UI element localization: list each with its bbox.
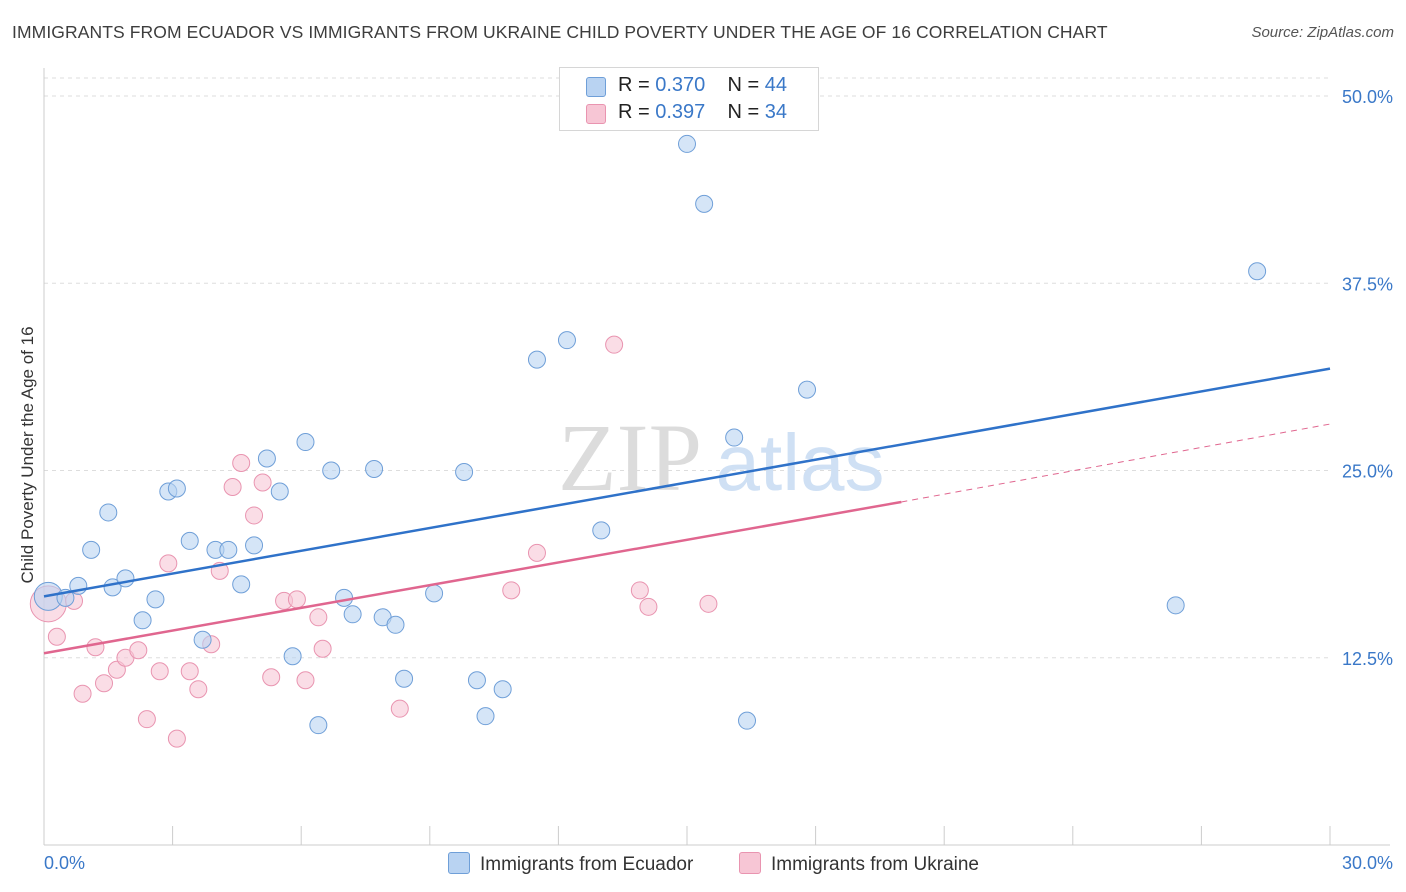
point-ukraine-24 bbox=[296, 671, 315, 690]
trend-line-ukraine-extension bbox=[901, 423, 1331, 503]
point-ukraine-18 bbox=[232, 454, 251, 473]
point-ukraine-17 bbox=[223, 477, 242, 496]
point-ukraine-21 bbox=[262, 668, 281, 687]
legend-swatch-ukraine bbox=[586, 104, 606, 124]
legend-text-ecuador: R = 0.370 N = 44 bbox=[618, 74, 788, 96]
point-ecuador-18 bbox=[270, 482, 289, 501]
bottom-legend-swatch-ukraine bbox=[739, 852, 761, 874]
point-ukraine-3 bbox=[73, 684, 92, 703]
point-ecuador-21 bbox=[309, 716, 328, 735]
chart-title: IMMIGRANTS FROM ECUADOR VS IMMIGRANTS FR… bbox=[12, 22, 1108, 42]
y-tick-label-0: 12.5% bbox=[1342, 649, 1393, 669]
point-ecuador-17 bbox=[257, 449, 276, 468]
point-ukraine-29 bbox=[527, 543, 546, 562]
point-ecuador-43 bbox=[1248, 262, 1267, 281]
bottom-legend-swatch-ecuador bbox=[448, 852, 470, 874]
point-ecuador-11 bbox=[180, 531, 199, 550]
point-ecuador-31 bbox=[467, 671, 486, 690]
point-ecuador-37 bbox=[678, 134, 696, 153]
watermark: ZIP atlas bbox=[558, 404, 884, 511]
x-tick-labels: 0.0% 30.0% bbox=[44, 853, 1393, 873]
point-ukraine-8 bbox=[129, 641, 148, 660]
point-ecuador-14 bbox=[219, 540, 238, 559]
point-ukraine-23 bbox=[287, 590, 306, 609]
point-ecuador-6 bbox=[116, 569, 135, 588]
point-ukraine-5 bbox=[95, 674, 114, 693]
point-ecuador-34 bbox=[527, 350, 546, 369]
series-ecuador-points bbox=[33, 134, 1267, 735]
point-ecuador-15 bbox=[232, 575, 251, 594]
point-ukraine-19 bbox=[245, 506, 264, 525]
bottom-legend-label-ukraine: Immigrants from Ukraine bbox=[771, 854, 979, 875]
point-ecuador-3 bbox=[82, 540, 101, 559]
bottom-legend-ukraine: Immigrants from Ukraine bbox=[739, 852, 979, 876]
point-ukraine-26 bbox=[313, 639, 332, 658]
legend: R = 0.370 N = 44 R = 0.397 N = 34 bbox=[559, 67, 819, 131]
point-ecuador-24 bbox=[343, 605, 362, 624]
point-ecuador-36 bbox=[592, 521, 611, 540]
x-tick-label-0: 0.0% bbox=[44, 853, 85, 873]
point-ecuador-38 bbox=[695, 194, 714, 213]
point-ecuador-10 bbox=[167, 479, 186, 498]
legend-text-ukraine: R = 0.397 N = 34 bbox=[618, 101, 788, 123]
point-ecuador-28 bbox=[395, 669, 414, 688]
point-ukraine-28 bbox=[502, 581, 521, 600]
point-ecuador-12 bbox=[193, 630, 212, 649]
point-ecuador-41 bbox=[798, 380, 817, 399]
point-ecuador-40 bbox=[738, 711, 757, 730]
point-ecuador-39 bbox=[725, 428, 744, 447]
point-ecuador-8 bbox=[146, 590, 165, 609]
point-ecuador-22 bbox=[322, 461, 341, 480]
point-ecuador-27 bbox=[386, 615, 405, 634]
point-ecuador-29 bbox=[425, 584, 444, 603]
point-ukraine-31 bbox=[630, 581, 649, 600]
point-ecuador-20 bbox=[296, 433, 315, 452]
series-ukraine-points bbox=[29, 335, 718, 748]
y-tick-label-3: 50.0% bbox=[1342, 87, 1393, 107]
y-axis-label: Child Poverty Under the Age of 16 bbox=[18, 326, 37, 583]
y-tick-labels: 12.5% 25.0% 37.5% 50.0% bbox=[1342, 87, 1393, 669]
point-ukraine-9 bbox=[137, 710, 156, 729]
point-ukraine-14 bbox=[189, 680, 208, 699]
grid-lines bbox=[44, 77, 1330, 659]
point-ukraine-27 bbox=[390, 699, 409, 718]
bottom-legend-label-ecuador: Immigrants from Ecuador bbox=[480, 854, 694, 875]
point-ukraine-30 bbox=[605, 335, 624, 354]
point-ecuador-23 bbox=[335, 588, 354, 607]
point-ukraine-4 bbox=[86, 638, 105, 657]
point-ukraine-11 bbox=[159, 554, 178, 573]
trend-line-ecuador bbox=[43, 367, 1331, 598]
point-ukraine-32 bbox=[639, 597, 658, 616]
point-ecuador-42 bbox=[1166, 596, 1185, 615]
point-ukraine-12 bbox=[167, 729, 186, 748]
x-tick-label-1: 30.0% bbox=[1342, 853, 1393, 873]
point-ecuador-30 bbox=[455, 462, 474, 481]
point-ukraine-10 bbox=[150, 662, 169, 681]
axes bbox=[43, 68, 1390, 846]
point-ecuador-4 bbox=[99, 503, 118, 522]
point-ukraine-33 bbox=[699, 594, 718, 613]
point-ukraine-20 bbox=[253, 473, 272, 492]
point-ukraine-25 bbox=[309, 608, 328, 627]
bottom-legend-ecuador: Immigrants from Ecuador bbox=[448, 852, 693, 876]
y-tick-label-1: 25.0% bbox=[1342, 462, 1393, 482]
point-ecuador-33 bbox=[493, 680, 512, 699]
trend-line-ukraine bbox=[43, 500, 902, 655]
watermark-zip: ZIP bbox=[558, 404, 702, 511]
point-ukraine-1 bbox=[47, 627, 66, 646]
point-ecuador-25 bbox=[365, 460, 384, 479]
trend-lines bbox=[43, 367, 1331, 655]
point-ecuador-7 bbox=[133, 611, 152, 630]
point-ukraine-13 bbox=[180, 662, 199, 681]
legend-swatch-ecuador bbox=[586, 77, 606, 97]
point-ecuador-19 bbox=[283, 647, 302, 666]
point-ecuador-32 bbox=[476, 707, 495, 726]
point-ecuador-16 bbox=[245, 536, 264, 555]
chart-source: Source: ZipAtlas.com bbox=[1251, 24, 1394, 41]
point-ecuador-35 bbox=[557, 331, 576, 350]
y-tick-label-2: 37.5% bbox=[1342, 274, 1393, 294]
